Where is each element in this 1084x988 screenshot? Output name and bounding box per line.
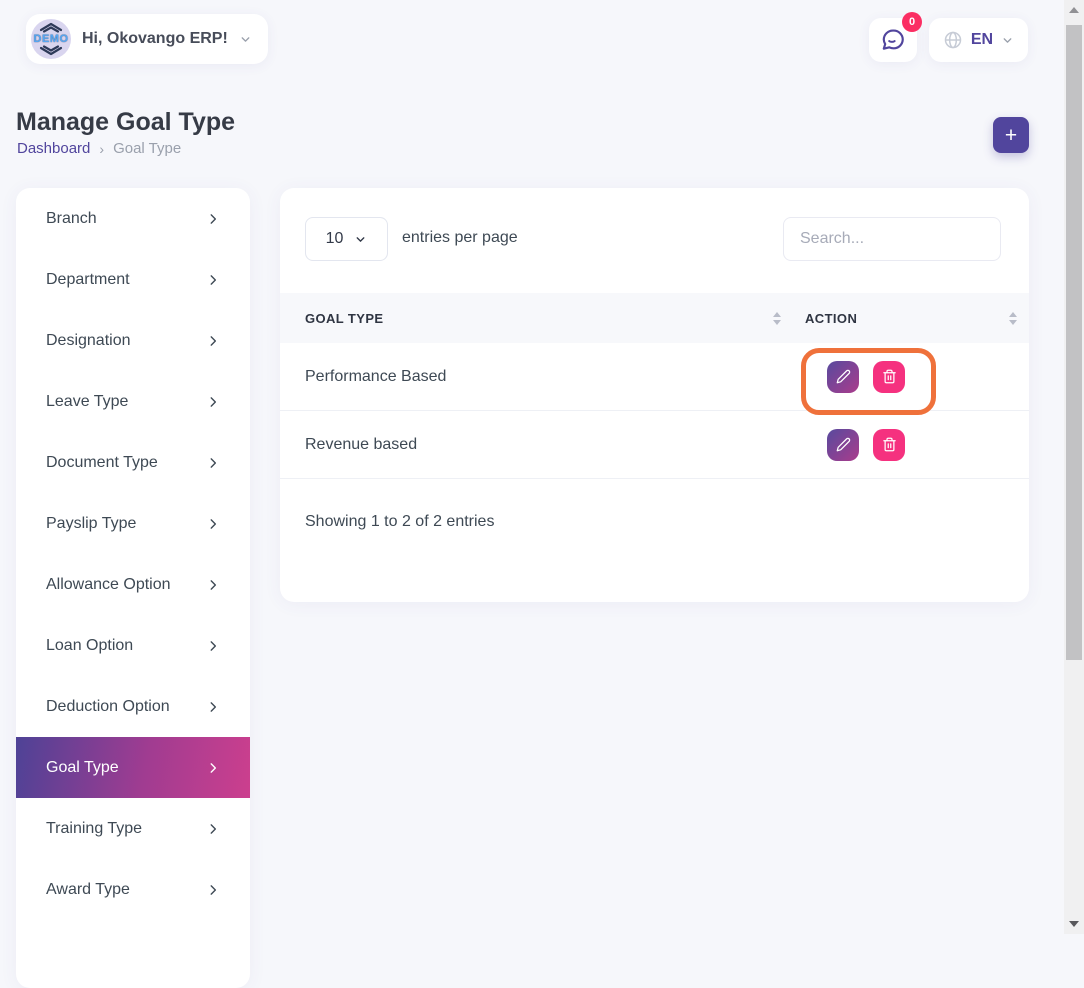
sidebar-item-goal-type[interactable]: Goal Type bbox=[16, 737, 250, 798]
sidebar-item-label: Leave Type bbox=[46, 392, 129, 410]
sidebar-item-label: Award Type bbox=[46, 880, 130, 898]
sidebar-item-leave-type[interactable]: Leave Type bbox=[16, 371, 250, 432]
entries-per-page-value: 10 bbox=[325, 230, 344, 247]
scrollbar-down-button[interactable] bbox=[1064, 914, 1084, 934]
table-row: Performance Based bbox=[280, 343, 1029, 411]
page-title: Manage Goal Type bbox=[16, 108, 236, 136]
add-goal-type-button[interactable]: + bbox=[993, 117, 1029, 153]
page-scrollbar[interactable] bbox=[1064, 0, 1084, 934]
chevron-right-icon bbox=[210, 884, 217, 895]
triangle-up-icon bbox=[1069, 7, 1079, 13]
sidebar-item-payslip-type[interactable]: Payslip Type bbox=[16, 493, 250, 554]
chevron-right-icon bbox=[210, 579, 217, 590]
table-summary: Showing 1 to 2 of 2 entries bbox=[305, 513, 495, 530]
messages-button[interactable]: 0 bbox=[869, 12, 922, 62]
language-selector[interactable]: EN bbox=[929, 18, 1028, 62]
chevron-right-icon bbox=[210, 823, 217, 834]
sidebar-item-allowance-option[interactable]: Allowance Option bbox=[16, 554, 250, 615]
column-header-label: GOAL TYPE bbox=[305, 310, 384, 326]
goal-type-table-card: 10 entries per page GOAL TYPE ACTION Per… bbox=[280, 188, 1029, 602]
table-header-row: GOAL TYPE ACTION bbox=[280, 293, 1029, 343]
logo-text: DEMO bbox=[33, 33, 69, 45]
chevron-right-icon bbox=[210, 457, 217, 468]
edit-button[interactable] bbox=[827, 360, 859, 393]
chat-icon bbox=[882, 29, 904, 50]
sidebar-item-label: Payslip Type bbox=[46, 514, 137, 532]
chevron-right-icon bbox=[210, 213, 217, 224]
sidebar-item-label: Goal Type bbox=[46, 758, 119, 776]
entries-per-page-label: entries per page bbox=[402, 229, 518, 246]
trash-icon bbox=[882, 369, 896, 384]
column-header-label: ACTION bbox=[805, 310, 858, 326]
scrollbar-thumb[interactable] bbox=[1066, 25, 1082, 660]
column-header-goal-type[interactable]: GOAL TYPE bbox=[280, 311, 805, 326]
sidebar-item-label: Deduction Option bbox=[46, 697, 170, 715]
sidebar-item-label: Document Type bbox=[46, 453, 158, 471]
sidebar-item-branch[interactable]: Branch bbox=[16, 188, 250, 249]
triangle-down-icon bbox=[1069, 921, 1079, 927]
sidebar-item-document-type[interactable]: Document Type bbox=[16, 432, 250, 493]
chevron-down-icon bbox=[241, 36, 250, 42]
chevron-right-icon bbox=[210, 396, 217, 407]
column-header-action[interactable]: ACTION bbox=[805, 311, 1029, 326]
plus-icon: + bbox=[1004, 123, 1018, 147]
sort-icon[interactable] bbox=[773, 311, 781, 325]
user-greeting: Hi, Okovango ERP! bbox=[82, 30, 228, 47]
table-toolbar: 10 entries per page bbox=[280, 188, 1029, 293]
sidebar-item-label: Designation bbox=[46, 331, 131, 349]
pencil-icon bbox=[836, 437, 850, 452]
sidebar-item-label: Branch bbox=[46, 209, 97, 227]
sidebar-item-loan-option[interactable]: Loan Option bbox=[16, 615, 250, 676]
user-menu[interactable]: DEMO Hi, Okovango ERP! bbox=[26, 14, 268, 64]
goal-type-cell: Revenue based bbox=[305, 435, 418, 453]
chevron-down-icon bbox=[356, 236, 365, 242]
search-input[interactable] bbox=[783, 217, 1001, 261]
chevron-right-icon bbox=[210, 335, 217, 346]
sidebar-item-award-type[interactable]: Award Type bbox=[16, 859, 250, 920]
app-logo: DEMO bbox=[31, 19, 71, 59]
sidebar-item-label: Allowance Option bbox=[46, 575, 171, 593]
action-cell bbox=[805, 360, 1029, 393]
logo-hexagon-icon bbox=[39, 22, 63, 56]
goal-type-cell: Performance Based bbox=[305, 367, 447, 385]
sidebar-item-designation[interactable]: Designation bbox=[16, 310, 250, 371]
sidebar-item-deduction-option[interactable]: Deduction Option bbox=[16, 676, 250, 737]
chevron-right-icon bbox=[210, 762, 217, 773]
globe-icon bbox=[944, 31, 962, 49]
breadcrumb-separator: › bbox=[99, 140, 105, 157]
delete-button[interactable] bbox=[873, 428, 905, 461]
breadcrumb: Dashboard › Goal Type bbox=[17, 140, 181, 157]
sidebar-item-label: Training Type bbox=[46, 819, 143, 837]
chevron-down-icon bbox=[1003, 37, 1012, 43]
action-cell bbox=[805, 428, 1029, 461]
table-row: Revenue based bbox=[280, 411, 1029, 479]
entries-per-page-select[interactable]: 10 bbox=[305, 217, 388, 261]
settings-sidebar: Branch Department Designation Leave Type… bbox=[16, 188, 250, 988]
edit-button[interactable] bbox=[827, 428, 859, 461]
scrollbar-up-button[interactable] bbox=[1064, 0, 1084, 20]
messages-count-badge: 0 bbox=[902, 12, 922, 32]
language-label: EN bbox=[970, 31, 994, 48]
sort-icon[interactable] bbox=[1009, 311, 1017, 325]
chevron-right-icon bbox=[210, 274, 217, 285]
sidebar-item-department[interactable]: Department bbox=[16, 249, 250, 310]
breadcrumb-dashboard-link[interactable]: Dashboard bbox=[17, 140, 91, 157]
delete-button[interactable] bbox=[873, 360, 905, 393]
pencil-icon bbox=[836, 369, 850, 384]
sidebar-item-label: Department bbox=[46, 270, 130, 288]
chevron-right-icon bbox=[210, 701, 217, 712]
chevron-right-icon bbox=[210, 640, 217, 651]
breadcrumb-current: Goal Type bbox=[113, 140, 182, 157]
sidebar-item-label: Loan Option bbox=[46, 636, 134, 654]
chevron-right-icon bbox=[210, 518, 217, 529]
trash-icon bbox=[882, 437, 896, 452]
sidebar-item-training-type[interactable]: Training Type bbox=[16, 798, 250, 859]
